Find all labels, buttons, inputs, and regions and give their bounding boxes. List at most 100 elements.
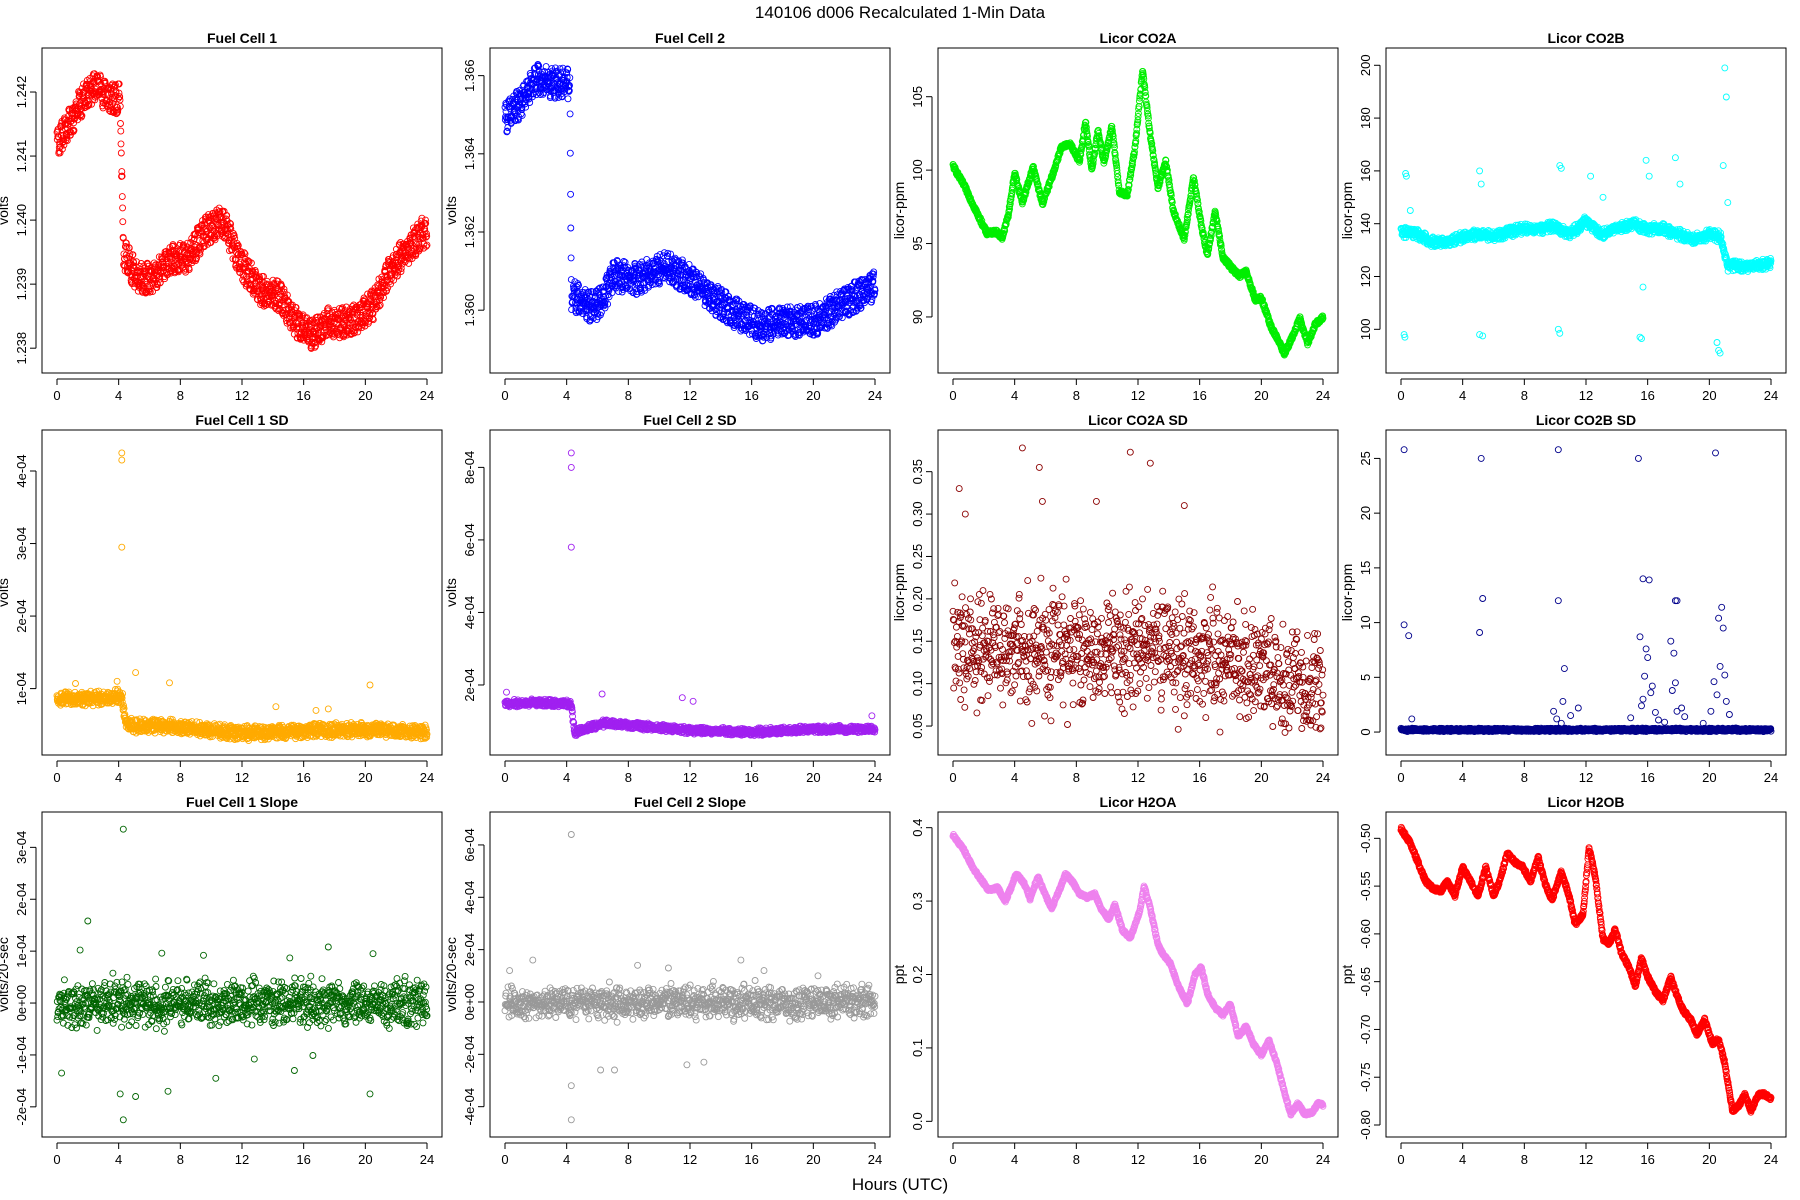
x-tick-label: 0 <box>53 388 60 403</box>
data-point <box>566 149 574 157</box>
y-tick-label: 105 <box>910 86 925 108</box>
data-point <box>58 145 66 153</box>
plot-frame <box>489 47 891 374</box>
data-point <box>227 220 235 228</box>
data-point <box>113 103 121 111</box>
data-point <box>117 149 125 157</box>
data-point <box>234 242 242 249</box>
panel-2: Fuel Cell 20 4 8 12 16 20 241.3601.3621.3641.3… <box>443 30 891 403</box>
x-tick-label: 12 <box>235 388 249 403</box>
y-tick-label: 120 <box>1358 266 1373 288</box>
y-tick-label: 1.242 <box>14 76 29 109</box>
y-axis-label: volts <box>443 196 459 225</box>
data-point <box>231 234 239 242</box>
x-tick-label: 16 <box>1192 388 1206 403</box>
panel-grid: Fuel Cell 10 4 8 12 16 20 241.2381.2391.2401.2… <box>0 30 1787 1167</box>
x-tick-label: 4 <box>1011 388 1018 403</box>
data-point <box>111 81 119 89</box>
panel-title: Fuel Cell 2 <box>655 30 725 46</box>
x-tick-label: 4 <box>563 388 570 403</box>
data-point <box>97 72 104 80</box>
data-point <box>88 100 95 108</box>
data-point <box>183 239 191 247</box>
data-point <box>566 110 574 118</box>
x-tick-label: 0 <box>949 388 956 403</box>
x-tick-label: 20 <box>358 388 372 403</box>
data-point <box>188 234 196 242</box>
data-point <box>86 77 94 85</box>
y-tick-label: 1.364 <box>462 138 477 171</box>
x-tick-label: 8 <box>625 388 632 403</box>
y-tick-label: 1.366 <box>462 59 477 92</box>
data-point <box>119 218 127 226</box>
y-tick-label: 200 <box>1358 54 1373 76</box>
x-tick-label: 8 <box>1073 388 1080 403</box>
data-point <box>161 248 169 256</box>
data-point <box>136 280 143 288</box>
data-point <box>212 214 220 222</box>
data-point <box>222 224 230 232</box>
x-tick-label: 12 <box>683 388 697 403</box>
data-point <box>114 106 122 114</box>
y-tick-label: 1.240 <box>14 204 29 237</box>
data-point <box>115 80 123 88</box>
x-tick-label: 8 <box>1521 388 1528 403</box>
x-tick-label: 16 <box>1640 388 1654 403</box>
x-tick-label: 24 <box>868 388 882 403</box>
plot-frame <box>1385 47 1787 374</box>
y-tick-label: 100 <box>1358 318 1373 340</box>
data-point <box>66 127 74 135</box>
data-point <box>216 214 223 222</box>
data-point <box>63 137 71 145</box>
data-point <box>230 231 238 239</box>
y-tick-label: 1.239 <box>14 268 29 301</box>
data-point <box>118 168 126 176</box>
y-axis-label: licor-ppm <box>1339 182 1355 240</box>
y-tick-label: 90 <box>910 310 925 324</box>
data-point <box>146 288 154 296</box>
data-point <box>115 89 123 97</box>
data-point <box>153 284 161 291</box>
x-tick-label: 16 <box>296 388 310 403</box>
data-point <box>159 264 167 272</box>
panel-1: Fuel Cell 10 4 8 12 16 20 241.2381.2391.2401.2… <box>0 30 443 403</box>
data-point <box>200 243 208 251</box>
data-point <box>118 172 126 180</box>
y-tick-label: 160 <box>1358 160 1373 182</box>
data-point <box>84 100 92 108</box>
data-point <box>156 278 164 286</box>
data-point <box>116 93 124 101</box>
y-tick-label: 1.362 <box>462 216 477 249</box>
y-tick-label: 100 <box>910 159 925 181</box>
x-tick-label: 20 <box>806 388 820 403</box>
x-tick-label: 0 <box>1397 388 1404 403</box>
x-tick-label: 24 <box>1316 388 1330 403</box>
x-tick-label: 16 <box>744 388 758 403</box>
y-tick-label: 1.241 <box>14 140 29 173</box>
panel-title: Licor CO2B <box>1547 30 1624 46</box>
data-point <box>171 259 179 267</box>
data-point <box>85 101 93 109</box>
x-tick-label: 12 <box>1579 388 1593 403</box>
x-tick-label: 24 <box>420 388 434 403</box>
data-point <box>133 258 140 266</box>
data-point <box>70 126 78 134</box>
panel-title: Fuel Cell 1 <box>207 30 277 46</box>
data-point <box>567 190 575 198</box>
data-point <box>78 112 86 120</box>
data-point <box>122 242 130 250</box>
data-point <box>567 254 575 262</box>
y-tick-label: 1.360 <box>462 294 477 327</box>
data-point <box>117 140 125 148</box>
data-point <box>117 120 124 127</box>
data-points <box>53 70 431 352</box>
y-tick-label: 180 <box>1358 107 1373 129</box>
plot-frame <box>41 47 443 374</box>
y-axis-label: volts <box>0 196 11 225</box>
data-point <box>223 211 231 219</box>
data-point <box>182 265 190 273</box>
